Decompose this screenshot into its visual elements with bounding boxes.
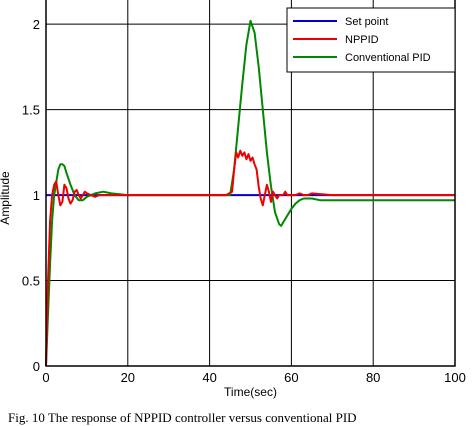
legend-label-conventional-pid: Conventional PID: [345, 52, 431, 64]
x-tick-label: 20: [121, 370, 135, 385]
figure-caption: Fig. 10 The response of NPPID controller…: [8, 410, 357, 425]
series-line-conventional-pid: [45, 19, 455, 367]
x-tick-label: 80: [366, 370, 380, 385]
series-line-nppid: [45, 149, 455, 367]
y-tick-label: 1.5: [22, 103, 40, 118]
plot-frame: [45, 0, 456, 367]
y-tick-label: 1: [33, 188, 40, 203]
x-tick-label: 60: [284, 370, 298, 385]
series-layer: [45, 19, 455, 367]
legend: Set point NPPID Conventional PID: [286, 7, 456, 73]
y-tick-label: 0: [33, 359, 40, 374]
x-tick-label: 40: [202, 370, 216, 385]
y-tick-label: 2: [33, 17, 40, 32]
y-axis-label: Amplitude: [0, 171, 12, 225]
legend-label-set-point: Set point: [345, 16, 388, 28]
y-tick-label: 0.5: [22, 274, 40, 289]
x-axis-label: Time(sec): [224, 385, 277, 399]
legend-label-nppid: NPPID: [345, 34, 379, 46]
tick-labels: 0 20 40 60 80 100 0 0.5 1 1.5 2: [22, 17, 466, 385]
x-tick-label: 0: [42, 370, 49, 385]
x-tick-label: 100: [444, 370, 466, 385]
